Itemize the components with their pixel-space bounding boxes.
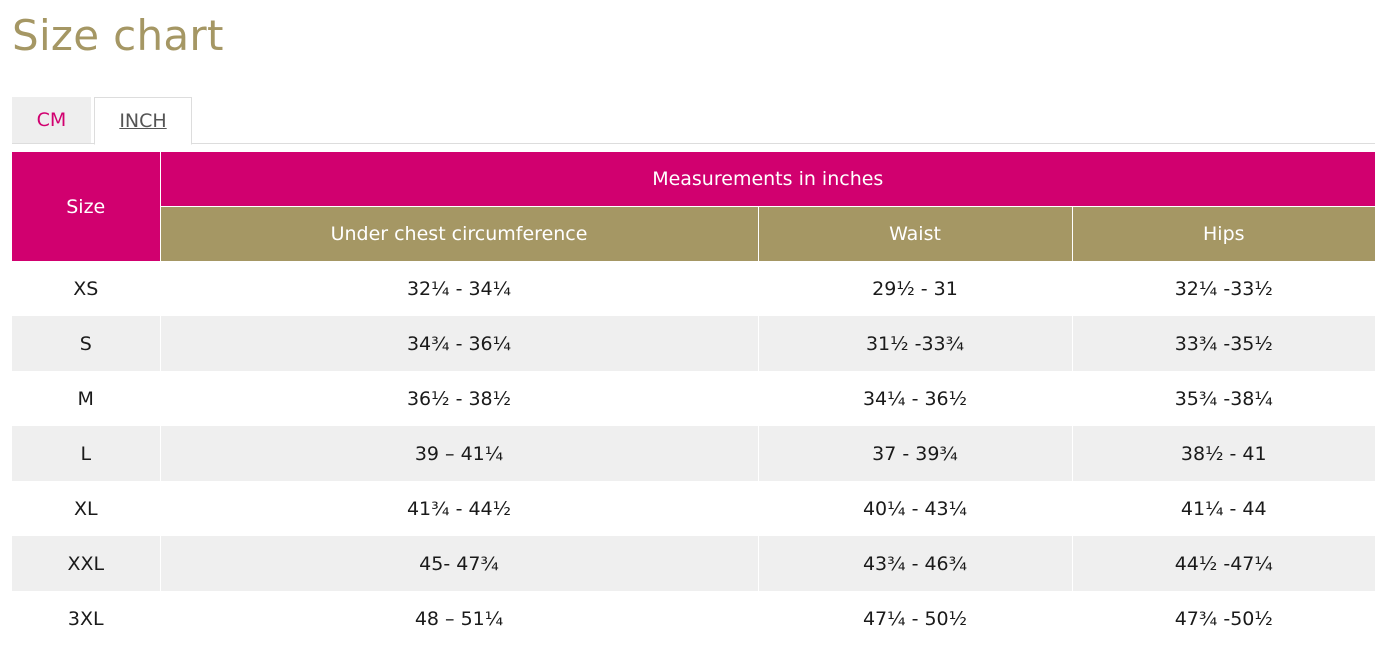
hips-cell: 44½ -47¼ [1072, 536, 1376, 591]
under-chest-cell: 32¼ - 34¼ [160, 261, 759, 316]
waist-cell: 43¾ - 46¾ [758, 536, 1073, 591]
waist-cell: 31½ -33¾ [758, 316, 1073, 371]
table-row: XL 41¾ - 44½ 40¼ - 43¼ 41¼ - 44 [12, 481, 1376, 536]
table-row: M 36½ - 38½ 34¼ - 36½ 35¾ -38¼ [12, 371, 1376, 426]
hips-cell: 41¼ - 44 [1072, 481, 1376, 536]
table-row: L 39 – 41¼ 37 - 39¾ 38½ - 41 [12, 426, 1376, 481]
hips-cell: 35¾ -38¼ [1072, 371, 1376, 426]
size-cell: M [12, 371, 161, 426]
waist-cell: 47¼ - 50½ [758, 591, 1073, 646]
under-chest-cell: 34¾ - 36¼ [160, 316, 759, 371]
unit-tabs: CM INCH [12, 97, 1375, 145]
size-column-header: Size [12, 152, 161, 261]
hips-cell: 32¼ -33½ [1072, 261, 1376, 316]
under-chest-cell: 41¾ - 44½ [160, 481, 759, 536]
tab-cm[interactable]: CM [12, 97, 91, 144]
size-cell: S [12, 316, 161, 371]
waist-cell: 34¼ - 36½ [758, 371, 1073, 426]
table-row: XXL 45- 47¾ 43¾ - 46¾ 44½ -47¼ [12, 536, 1376, 591]
page-title: Size chart [12, 11, 224, 60]
waist-cell: 37 - 39¾ [758, 426, 1073, 481]
under-chest-column-header: Under chest circumference [160, 206, 759, 261]
size-cell: XL [12, 481, 161, 536]
waist-cell: 29½ - 31 [758, 261, 1073, 316]
size-cell: L [12, 426, 161, 481]
table-row: S 34¾ - 36¼ 31½ -33¾ 33¾ -35½ [12, 316, 1376, 371]
size-cell: XS [12, 261, 161, 316]
under-chest-cell: 48 – 51¼ [160, 591, 759, 646]
table-row: XS 32¼ - 34¼ 29½ - 31 32¼ -33½ [12, 261, 1376, 316]
under-chest-cell: 45- 47¾ [160, 536, 759, 591]
table-row: 3XL 48 – 51¼ 47¼ - 50½ 47¾ -50½ [12, 591, 1376, 646]
under-chest-cell: 39 – 41¼ [160, 426, 759, 481]
hips-cell: 47¾ -50½ [1072, 591, 1376, 646]
hips-cell: 38½ - 41 [1072, 426, 1376, 481]
size-cell: XXL [12, 536, 161, 591]
under-chest-cell: 36½ - 38½ [160, 371, 759, 426]
measurements-group-header: Measurements in inches [160, 152, 1376, 207]
waist-column-header: Waist [758, 206, 1073, 261]
hips-cell: 33¾ -35½ [1072, 316, 1376, 371]
hips-column-header: Hips [1072, 206, 1376, 261]
size-table: Size Measurements in inches Under chest … [12, 152, 1376, 646]
size-cell: 3XL [12, 591, 161, 646]
tab-inch[interactable]: INCH [94, 97, 192, 145]
waist-cell: 40¼ - 43¼ [758, 481, 1073, 536]
